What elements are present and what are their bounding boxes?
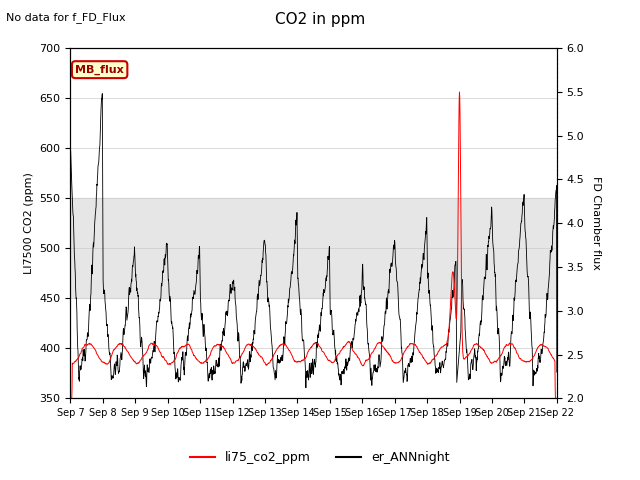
Bar bbox=[70, 198, 557, 298]
Legend: li75_co2_ppm, er_ANNnight: li75_co2_ppm, er_ANNnight bbox=[186, 446, 454, 469]
Y-axis label: FD Chamber flux: FD Chamber flux bbox=[591, 176, 601, 270]
Text: CO2 in ppm: CO2 in ppm bbox=[275, 12, 365, 27]
Text: No data for f_FD_Flux: No data for f_FD_Flux bbox=[6, 12, 126, 23]
Text: MB_flux: MB_flux bbox=[76, 64, 124, 75]
Y-axis label: LI7500 CO2 (ppm): LI7500 CO2 (ppm) bbox=[24, 172, 34, 274]
